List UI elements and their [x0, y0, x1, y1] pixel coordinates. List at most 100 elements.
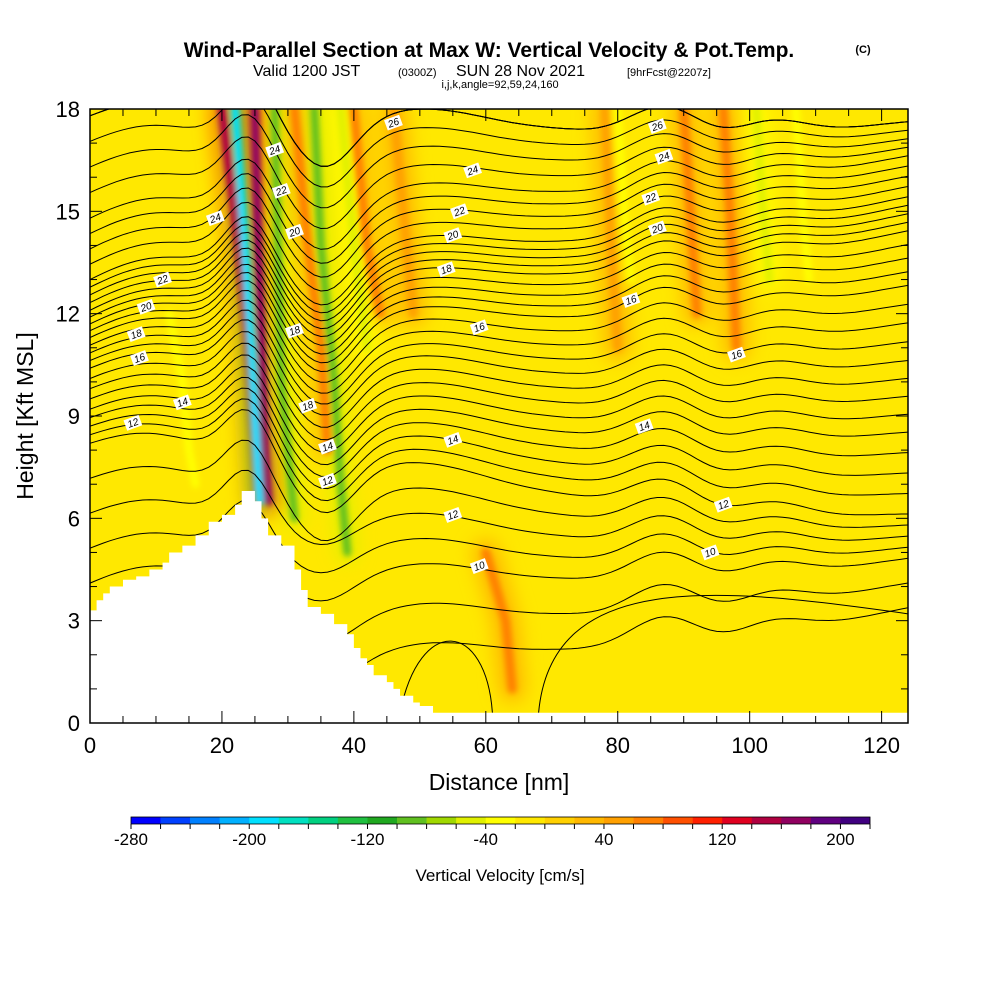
contour-label-text: 18 — [439, 263, 454, 277]
colorbar-swatch — [278, 817, 309, 824]
contour-label-text: 22 — [452, 205, 468, 220]
contour-label: 10 — [469, 558, 489, 574]
contour-label-text: 10 — [472, 560, 487, 574]
contour-label-text: 12 — [717, 498, 732, 512]
colorbar-swatch — [337, 817, 368, 824]
x-axis-label: Distance [nm] — [429, 769, 570, 795]
colorbar-swatch — [603, 817, 634, 824]
theta-contour — [90, 342, 908, 441]
colorbar-tick-label: -280 — [114, 830, 148, 849]
updraft-band — [600, 109, 623, 353]
updraft-band — [290, 109, 332, 455]
colorbar-swatch — [426, 817, 457, 824]
colorbar-swatch — [692, 817, 723, 824]
theta-contour — [90, 439, 908, 542]
y-axis: 0 3 6 9 12 15 18 — [56, 97, 908, 736]
theta-contour — [90, 309, 908, 405]
contour-label: 16 — [621, 292, 641, 308]
contour-label: 14 — [318, 438, 337, 455]
contour-label-text: 16 — [730, 348, 745, 362]
colorbar: -280 -200 -120 -40 40 120 200 — [114, 816, 871, 849]
contour-label: 26 — [647, 118, 667, 135]
contour-label-text: 24 — [208, 212, 224, 227]
theta-contour — [538, 594, 908, 713]
updraft-band — [250, 109, 273, 506]
contour-label-text: 16 — [624, 294, 639, 308]
updraft-band — [349, 109, 385, 319]
potential-temperature-contours — [90, 109, 908, 713]
updraft-band — [389, 109, 418, 319]
contour-label: 14 — [172, 394, 192, 410]
colorbar-swatch — [397, 817, 427, 824]
x-axis: 0 20 40 60 80 100 120 — [84, 109, 900, 758]
contour-label: 18 — [436, 261, 456, 277]
colorbar-tick-label: 200 — [826, 830, 854, 849]
title-main: Wind-Parallel Section at Max W: Vertical… — [184, 39, 795, 62]
downdraft-band — [231, 109, 264, 506]
contour-label-text: 10 — [703, 546, 718, 560]
updraft-band — [481, 547, 517, 694]
colorbar-swatch — [131, 817, 161, 824]
title-utc: (0300Z) — [398, 67, 437, 79]
theta-contour — [90, 387, 908, 490]
contour-label-text: 16 — [472, 321, 487, 335]
x-tick-label: 40 — [342, 733, 366, 758]
contour-label-text: 18 — [129, 328, 144, 342]
colorbar-swatch — [515, 817, 546, 824]
contour-label-text: 24 — [465, 164, 481, 179]
title-copyright-mark: (C) — [855, 44, 871, 56]
colorbar-tick-label: -40 — [473, 830, 498, 849]
colorbar-swatch — [751, 817, 782, 824]
theta-contour — [90, 230, 908, 338]
contour-label-text: 22 — [274, 185, 290, 200]
contour-label: 18 — [126, 326, 146, 342]
downdraft-band — [310, 109, 352, 557]
theta-contour — [90, 221, 908, 330]
y-tick-label: 12 — [56, 302, 80, 327]
colorbar-swatch — [308, 817, 339, 824]
contour-label-text: 26 — [386, 116, 402, 131]
theta-contour — [90, 109, 908, 188]
colorbar-swatch — [633, 817, 664, 824]
colorbar-swatch — [574, 817, 605, 824]
theta-contour — [90, 271, 908, 364]
chart-title: Wind-Parallel Section at Max W: Vertical… — [184, 39, 871, 91]
contour-label: 20 — [443, 227, 463, 244]
downdraft-band — [165, 309, 200, 489]
theta-contour — [90, 196, 908, 306]
x-tick-label: 60 — [474, 733, 498, 758]
theta-contour — [90, 280, 908, 373]
theta-contour — [90, 155, 908, 250]
y-tick-label: 0 — [68, 711, 80, 736]
contour-label: 18 — [298, 397, 318, 414]
contour-label: 16 — [727, 346, 746, 363]
theta-contour — [90, 109, 908, 167]
colorbar-swatch — [219, 817, 250, 824]
contour-label: 26 — [384, 114, 403, 131]
contour-label-text: 14 — [321, 440, 336, 454]
contour-label: 12 — [713, 496, 733, 513]
contour-label-text: 18 — [301, 399, 316, 413]
colorbar-swatch — [663, 817, 693, 824]
contour-label-text: 14 — [176, 396, 191, 410]
contour-label: 20 — [136, 298, 156, 315]
theta-contour — [90, 175, 908, 278]
colorbar-swatch — [840, 817, 871, 824]
x-tick-label: 80 — [605, 733, 629, 758]
colorbar-tick-label: -200 — [232, 830, 266, 849]
contour-label-text: 26 — [650, 120, 666, 135]
contour-label: 24 — [654, 148, 674, 165]
contour-label-text: 18 — [288, 324, 303, 338]
theta-contour — [90, 299, 908, 394]
colorbar-swatch — [485, 817, 516, 824]
theta-contour — [90, 409, 908, 516]
theta-contour — [90, 354, 908, 453]
theta-contour — [90, 319, 908, 416]
contour-label-text: 20 — [650, 222, 666, 237]
contour-label: 16 — [130, 350, 149, 366]
theta-contour — [90, 376, 908, 478]
colorbar-swatch — [781, 817, 812, 824]
downdraft-band — [613, 109, 635, 284]
